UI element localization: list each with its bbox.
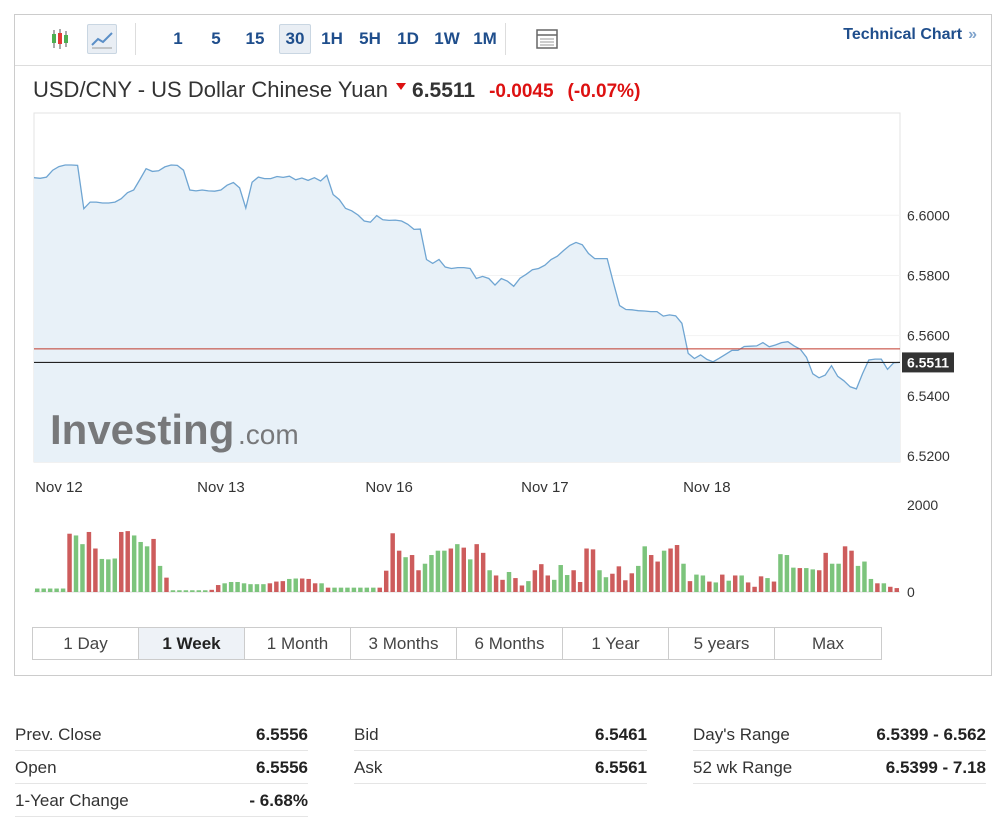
stat-value: - 6.68%	[249, 791, 308, 810]
stat-label: 1-Year Change	[15, 791, 129, 810]
range-tab-max[interactable]: Max	[775, 628, 881, 659]
stat-label: Prev. Close	[15, 725, 102, 744]
price-change: -0.0045	[489, 81, 554, 102]
candlestick-icon[interactable]	[45, 24, 75, 54]
range-tab-3-months[interactable]: 3 Months	[351, 628, 457, 659]
stat-value: 6.5399 - 6.562	[876, 725, 986, 744]
down-arrow-icon	[396, 83, 407, 90]
interval-button-1H[interactable]: 1H	[321, 29, 343, 48]
stat-value: 6.5561	[595, 758, 647, 777]
stat-row: 52 wk Range 6.5399 - 7.18	[693, 751, 986, 784]
toolbar-divider	[505, 23, 506, 55]
stat-label: Ask	[354, 758, 383, 777]
stat-label: Bid	[354, 725, 379, 744]
interval-button-30[interactable]: 30	[279, 24, 311, 54]
interval-button-5H[interactable]: 5H	[359, 29, 381, 48]
range-tab-1-day[interactable]: 1 Day	[33, 628, 139, 659]
stat-label: 52 wk Range	[693, 758, 793, 777]
instrument-name: USD/CNY - US Dollar Chinese Yuan	[33, 77, 389, 102]
time-range-tabs: 1 Day 1 Week 1 Month 3 Months 6 Months 1 Year…	[32, 627, 882, 660]
stat-label: Day's Range	[693, 725, 790, 744]
stat-row: Day's Range 6.5399 - 6.562	[693, 718, 986, 751]
chart-widget: 1 5 15 30 1H 5H 1D 1W 1M Technical Chart» USD/CN…	[14, 14, 992, 676]
range-tab-1-month[interactable]: 1 Month	[245, 628, 351, 659]
last-price: 6.5511	[412, 79, 476, 102]
area-chart-icon[interactable]	[87, 24, 117, 54]
stat-row: Prev. Close 6.5556	[15, 718, 308, 751]
table-view-icon[interactable]	[532, 24, 562, 54]
stats-column-1: Prev. Close 6.5556 Open 6.5556 1-Year Change…	[15, 718, 308, 817]
range-tab-1-year[interactable]: 1 Year	[563, 628, 669, 659]
stat-label: Open	[15, 758, 57, 777]
chart-toolbar: 1 5 15 30 1H 5H 1D 1W 1M Technical Chart»	[15, 15, 991, 66]
interval-button-1M[interactable]: 1M	[473, 29, 497, 48]
interval-button-1[interactable]: 1	[173, 29, 183, 48]
price-change-percent: (-0.07%)	[567, 81, 641, 102]
range-tab-6-months[interactable]: 6 Months	[457, 628, 563, 659]
interval-button-1D[interactable]: 1D	[397, 29, 419, 48]
interval-button-5[interactable]: 5	[211, 29, 221, 48]
range-tab-1-week[interactable]: 1 Week	[139, 628, 245, 659]
instrument-header: USD/CNY - US Dollar Chinese Yuan 6.5511 -0…	[33, 77, 640, 107]
interval-button-15[interactable]: 15	[245, 29, 265, 48]
range-tab-5-years[interactable]: 5 years	[669, 628, 775, 659]
stat-value: 6.5461	[595, 725, 647, 744]
stat-row: 1-Year Change - 6.68%	[15, 784, 308, 817]
stat-row: Open 6.5556	[15, 751, 308, 784]
stat-row: Bid 6.5461	[354, 718, 647, 751]
toolbar-divider	[135, 23, 136, 55]
stat-value: 6.5399 - 7.18	[885, 758, 986, 777]
stat-value: 6.5556	[256, 725, 308, 744]
stats-column-2: Bid 6.5461 Ask 6.5561	[354, 718, 647, 784]
stats-column-3: Day's Range 6.5399 - 6.562 52 wk Range 6.53…	[693, 718, 986, 784]
technical-chart-label: Technical Chart	[843, 26, 963, 43]
double-chevron-right-icon: »	[968, 26, 977, 43]
interval-button-1W[interactable]: 1W	[434, 29, 460, 48]
technical-chart-link[interactable]: Technical Chart »	[843, 26, 977, 44]
stat-value: 6.5556	[256, 758, 308, 777]
stat-row: Ask 6.5561	[354, 751, 647, 784]
